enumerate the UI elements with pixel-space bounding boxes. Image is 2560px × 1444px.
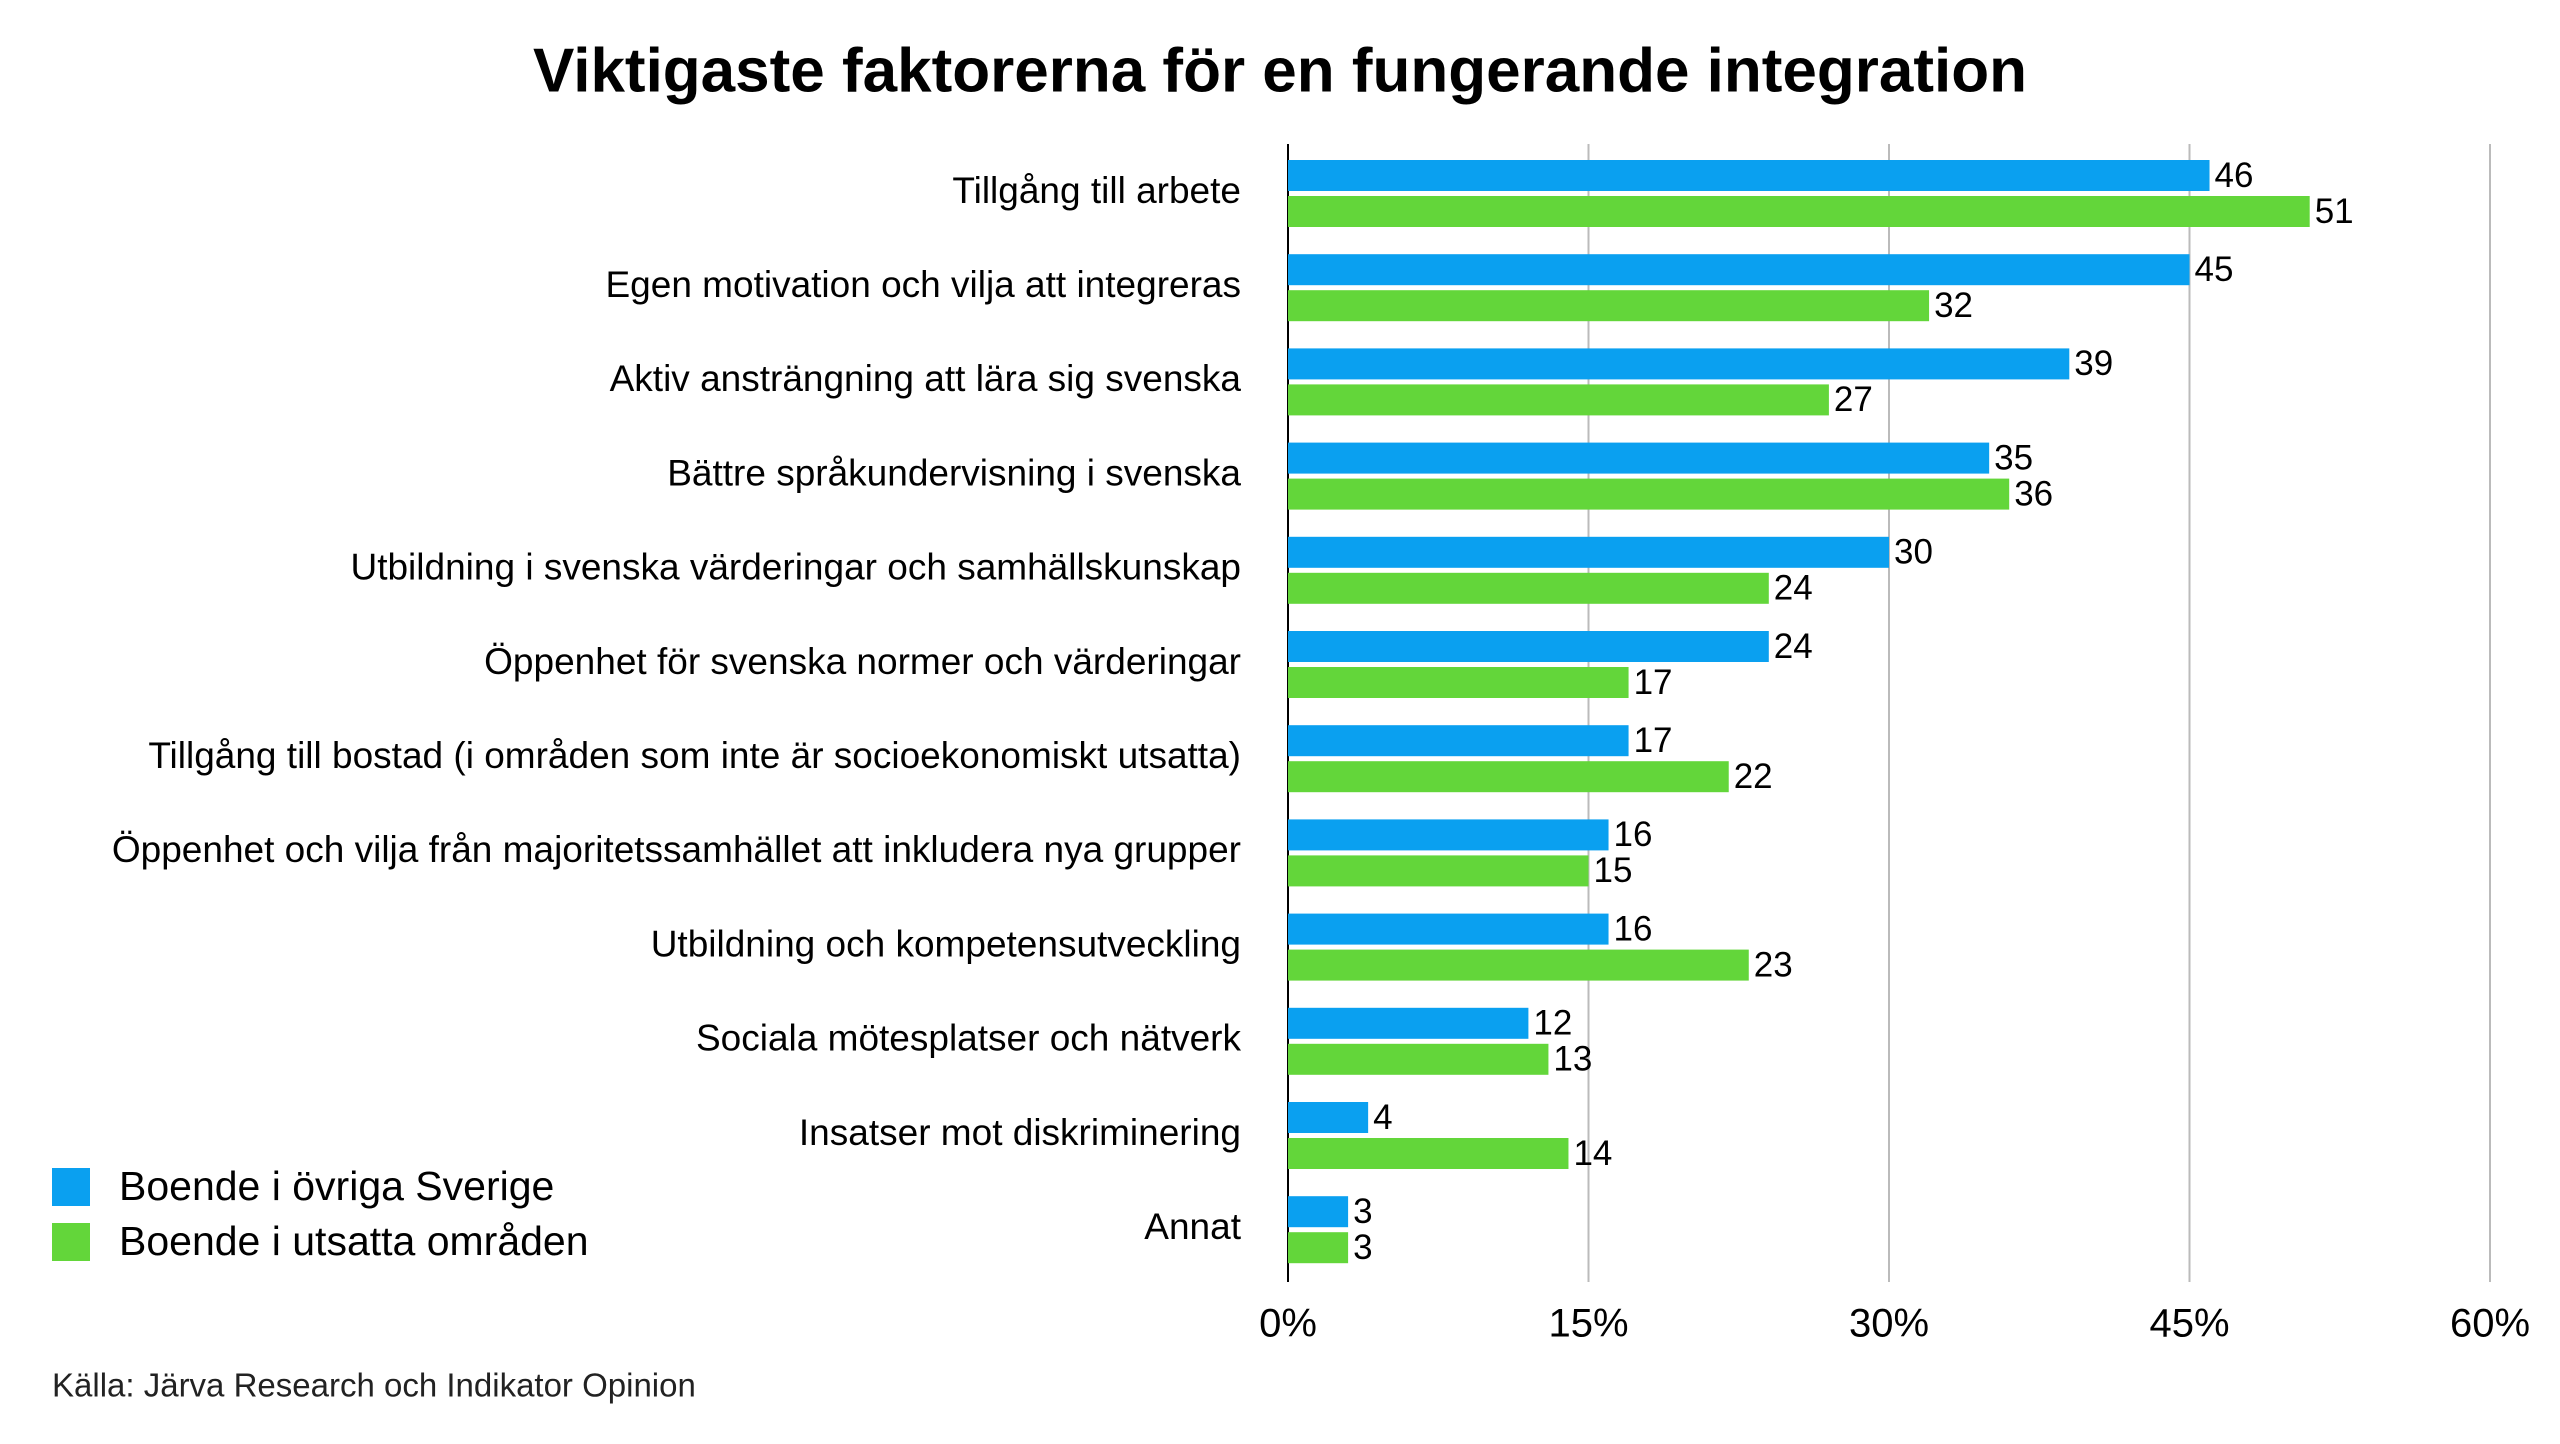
value-label: 15	[1594, 851, 1633, 890]
value-label: 23	[1754, 945, 1793, 984]
chart-title: Viktigaste faktorerna för en fungerande …	[533, 36, 2027, 105]
value-label: 39	[2074, 344, 2113, 383]
value-label: 32	[1934, 286, 1973, 325]
value-label: 16	[1614, 909, 1653, 948]
value-label: 22	[1734, 757, 1773, 796]
bar	[1288, 384, 1829, 416]
bar	[1288, 1043, 1549, 1075]
bar	[1288, 536, 1889, 568]
bar	[1288, 631, 1769, 662]
x-tick-label: 45%	[2149, 1302, 2229, 1346]
value-label: 17	[1634, 721, 1673, 760]
x-tick-label: 30%	[1849, 1302, 1929, 1346]
bar	[1288, 348, 2070, 380]
value-label: 13	[1553, 1040, 1592, 1079]
y-tick-label: Tillgång till arbete	[952, 170, 1241, 211]
value-label: 36	[2014, 474, 2053, 513]
bar	[1288, 761, 1729, 793]
legend-swatch	[52, 1223, 90, 1261]
bar	[1288, 949, 1749, 981]
y-tick-label: Aktiv ansträngning att lära sig svenska	[610, 358, 1242, 399]
y-tick-label: Annat	[1144, 1206, 1241, 1247]
value-label: 3	[1353, 1192, 1372, 1231]
legend-swatch	[52, 1168, 90, 1206]
bar	[1288, 1138, 1569, 1169]
bar	[1288, 913, 1609, 945]
value-label: 30	[1894, 533, 1933, 572]
value-label: 51	[2315, 192, 2354, 231]
x-tick-label: 60%	[2450, 1302, 2530, 1346]
bar	[1288, 1196, 1349, 1228]
value-label: 16	[1614, 815, 1653, 854]
value-label: 45	[2195, 250, 2234, 289]
y-tick-label: Tillgång till bostad (i områden som inte…	[148, 735, 1241, 776]
y-tick-label: Egen motivation och vilja att integreras	[605, 264, 1241, 305]
value-label: 35	[1994, 438, 2033, 477]
y-tick-label: Utbildning i svenska värderingar och sam…	[350, 547, 1241, 588]
value-label: 24	[1774, 569, 1813, 608]
value-label: 3	[1353, 1228, 1372, 1267]
bar	[1288, 1232, 1349, 1264]
bar	[1288, 160, 2210, 191]
source: Källa: Järva Research och Indikator Opin…	[52, 1367, 696, 1404]
bar	[1288, 478, 2010, 510]
bar	[1288, 667, 1629, 698]
value-label: 4	[1373, 1098, 1392, 1137]
y-tick-label: Sociala mötesplatser och nätverk	[696, 1018, 1241, 1059]
bar	[1288, 1102, 1369, 1133]
value-label: 17	[1634, 663, 1673, 702]
y-tick-label: Bättre språkundervisning i svenska	[667, 452, 1241, 493]
x-tick-label: 15%	[1548, 1302, 1628, 1346]
x-tick-label: 0%	[1259, 1302, 1317, 1346]
value-label: 14	[1573, 1134, 1612, 1173]
value-label: 12	[1533, 1004, 1572, 1043]
bar	[1288, 196, 2310, 227]
bar	[1288, 725, 1629, 757]
legend-label: Boende i utsatta områden	[119, 1218, 589, 1264]
bar	[1288, 1007, 1529, 1039]
bar	[1288, 819, 1609, 851]
value-label: 46	[2215, 156, 2254, 195]
bar	[1288, 855, 1589, 887]
y-tick-label: Utbildning och kompetensutveckling	[651, 923, 1241, 964]
y-tick-label: Insatser mot diskriminering	[799, 1112, 1241, 1153]
bar	[1288, 442, 1990, 474]
bar	[1288, 572, 1769, 604]
y-tick-label: Öppenhet för svenska normer och värderin…	[484, 641, 1241, 682]
y-tick-label: Öppenhet och vilja från majoritetssamhäl…	[112, 829, 1241, 870]
value-label: 27	[1834, 380, 1873, 419]
bar	[1288, 254, 2190, 286]
bar	[1288, 290, 1930, 322]
legend-label: Boende i övriga Sverige	[119, 1163, 554, 1209]
value-label: 24	[1774, 627, 1813, 666]
